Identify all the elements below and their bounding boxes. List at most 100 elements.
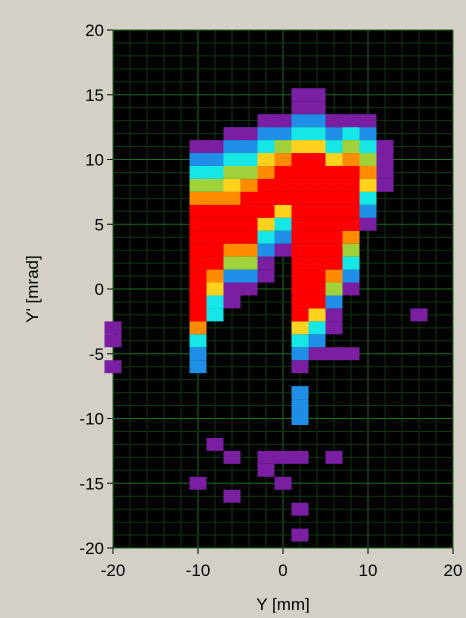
heatmap-cell-red [206,217,224,231]
heatmap-cell-cyan [223,153,241,166]
heatmap-cell-red [342,204,360,218]
heatmap-cell-red [291,178,309,192]
heatmap-cell-purple [291,450,309,464]
x-axis: -20 -10 0 10 20 [101,548,463,580]
heatmap-cell-red [342,165,360,179]
heatmap-cell-red [257,191,275,205]
heatmap-cell-orange [240,178,258,192]
heatmap-cell-red [206,204,224,218]
heatmap-cell-red [291,191,309,205]
heatmap-cell-red [257,178,275,192]
heatmap-cell-red [342,191,360,205]
heatmap-cell-purple [376,140,394,154]
heatmap-cell-cyan [206,295,224,309]
heatmap-cell-purple [104,360,122,374]
heatmap-cell-purple [223,295,241,309]
heatmap-cell-purple [257,463,275,477]
heatmap-cell-blue [189,347,207,361]
heatmap-cell-orange [274,153,292,166]
heatmap-cell-red [240,230,258,244]
heatmap-cell-purple [291,502,309,516]
heatmap-cell-red [189,282,207,296]
y-tick-label: 15 [85,86,104,105]
heatmap-cell-yellow [257,153,275,166]
heatmap-cell-red [308,204,326,218]
heatmap-cell-cyan [257,140,275,154]
heatmap-cell-purple [325,114,343,128]
heatmap-cell-purple [410,308,428,322]
heatmap-cell-red [189,256,207,270]
heatmap-cell-red [325,204,343,218]
heatmap-cell-purple [325,308,343,322]
y-axis: -20 -15 -10 -5 0 5 10 15 20 [79,21,113,558]
heatmap-cell-blue [291,347,309,361]
heatmap-cell-blue [308,334,326,348]
heatmap-cell-orange [240,243,258,257]
heatmap-cell-orange [223,243,241,257]
heatmap-cell-yellow [257,217,275,231]
heatmap-cell-cyan [308,127,326,141]
heatmap-cell-purple [274,243,292,257]
y-tick-label: 0 [95,280,104,299]
heatmap-cell-purple [257,256,275,270]
heatmap-cell-red [308,243,326,257]
heatmap-cell-yellow [308,308,326,322]
heatmap-cell-orange [189,321,207,335]
heatmap-cell-purple [291,528,309,542]
heatmap-cell-red [291,282,309,296]
heatmap-cell-red [308,230,326,244]
density-cells [104,88,428,542]
heatmap-cell-red [189,230,207,244]
heatmap-cell-orange [342,153,360,166]
heatmap-cell-red [291,269,309,283]
heatmap-cell-purple [308,347,326,361]
x-tick-label: -20 [101,561,126,580]
heatmap-cell-purple [291,88,309,102]
heatmap-cell-cyan [274,217,292,231]
heatmap-cell-green [274,140,292,154]
heatmap-cell-purple [257,114,275,128]
y-tick-label: 10 [85,151,104,170]
heatmap-cell-blue [274,127,292,141]
heatmap-cell-purple [359,114,377,128]
heatmap-cell-purple [240,282,258,296]
heatmap-cell-orange [359,165,377,179]
heatmap-cell-purple [104,334,122,348]
x-tick-label: 20 [444,561,463,580]
heatmap-cell-cyan [206,165,224,179]
heatmap-cell-cyan [257,230,275,244]
heatmap-cell-purple [189,140,207,154]
y-tick-label: 5 [95,215,104,234]
heatmap-cell-red [240,191,258,205]
heatmap-cell-green [325,282,343,296]
heatmap-cell-orange [189,191,207,205]
y-tick-label: 20 [85,21,104,40]
heatmap-cell-purple [376,153,394,166]
heatmap-cell-purple [223,489,241,503]
heatmap-cell-cyan [359,191,377,205]
heatmap-cell-red [291,308,309,322]
heatmap-cell-red [189,217,207,231]
heatmap-cell-purple [274,476,292,490]
y-tick-label: -10 [79,410,104,429]
heatmap-cell-orange [257,165,275,179]
heatmap-cell-blue [223,269,241,283]
heatmap-cell-purple [308,101,326,115]
heatmap-cell-yellow [359,178,377,192]
heatmap-cell-cyan [206,308,224,322]
heatmap-cell-red [274,178,292,192]
heatmap-cell-orange [325,269,343,283]
heatmap-cell-purple [257,269,275,283]
heatmap-cell-red [308,269,326,283]
heatmap-cell-cyan [359,140,377,154]
heatmap-cell-purple [274,450,292,464]
heatmap-cell-red [189,243,207,257]
heatmap-cell-cyan [189,334,207,348]
heatmap-cell-red [223,204,241,218]
heatmap-cell-cyan [291,127,309,141]
heatmap-cell-red [257,204,275,218]
heatmap-cell-purple [223,450,241,464]
heatmap-cell-red [308,178,326,192]
heatmap-cell-red [291,295,309,309]
